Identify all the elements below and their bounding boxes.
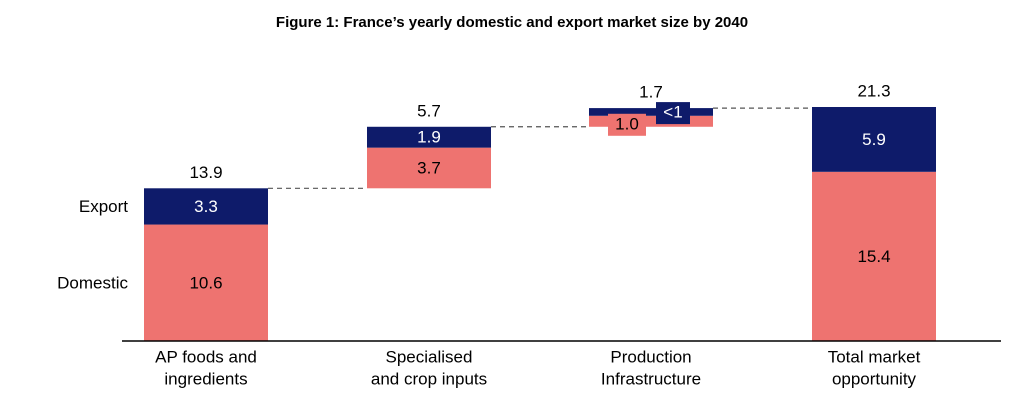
export-value-label-4: 5.9 [862,130,886,149]
total-value-label-2: 5.7 [417,101,441,120]
export-value-label-3: <1 [663,103,682,122]
export-label-box-3 [656,102,690,125]
domestic-value-label-1: 10.6 [189,273,222,292]
export-value-label-1: 3.3 [194,197,218,216]
export-value-label-2: 1.9 [417,128,441,147]
category-label-1-line-2: ingredients [164,369,247,388]
category-label-4-line-2: opportunity [832,369,917,388]
category-label-2-line-2: and crop inputs [371,369,487,388]
export-bar-2 [367,126,491,148]
category-label-3-line-1: Production [610,347,691,366]
domestic-bar-3 [589,115,713,127]
export-bar-3 [589,108,713,116]
domestic-bar-2 [367,147,491,189]
export-bar-4 [812,107,936,172]
chart-title: Figure 1: France’s yearly domestic and e… [275,14,749,31]
domestic-value-label-3: 1.0 [615,114,639,133]
domestic-bar-4 [812,171,936,341]
total-value-label-3: 1.7 [639,83,663,102]
legend-export-label: Export [79,197,128,216]
domestic-value-label-4: 15.4 [857,247,890,266]
legend-domestic-label: Domestic [57,273,128,292]
category-label-3-line-2: Infrastructure [601,369,701,388]
export-bar-1 [144,188,268,225]
domestic-value-label-2: 3.7 [417,158,441,177]
total-value-label-1: 13.9 [189,163,222,182]
domestic-bar-1 [144,224,268,341]
total-value-label-4: 21.3 [857,81,890,100]
domestic-label-box-3 [608,113,646,136]
category-label-2-line-1: Specialised [386,347,473,366]
category-label-1-line-1: AP foods and [155,347,257,366]
category-label-4-line-1: Total market [828,347,921,366]
